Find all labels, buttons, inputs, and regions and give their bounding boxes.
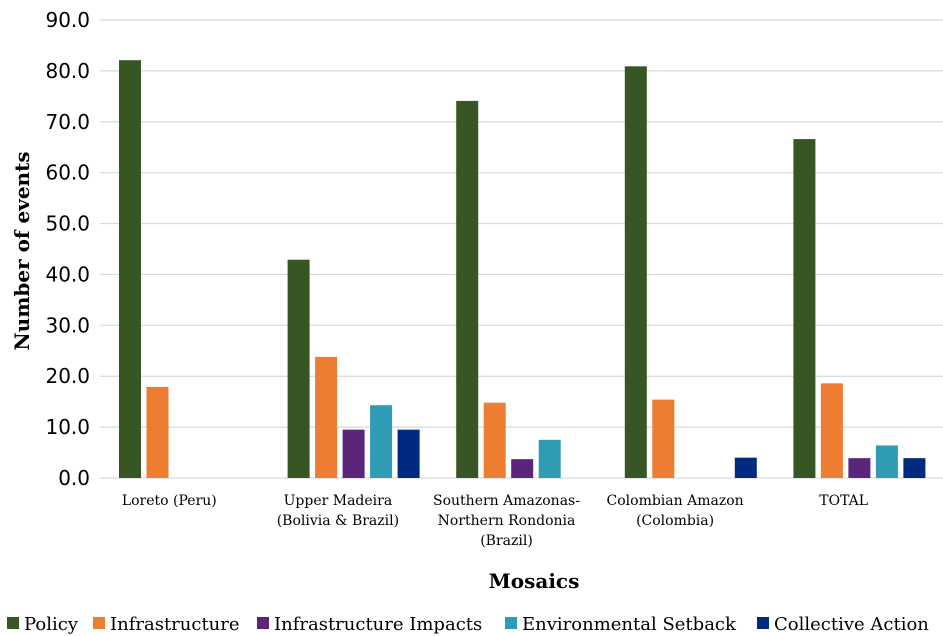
x-category-label: Southern Amazonas-: [433, 493, 580, 509]
bar-policy: [287, 259, 310, 478]
legend-swatch: [257, 617, 269, 629]
x-category-labels: Loreto (Peru) Upper Madeira (Bolivia & Bra…: [122, 493, 868, 549]
x-category-label: Loreto (Peru): [122, 493, 217, 509]
x-axis-title: Mosaics: [489, 569, 580, 593]
x-category-label: TOTAL: [819, 493, 868, 509]
bar-policy: [793, 139, 816, 478]
legend-label: Infrastructure Impacts: [274, 614, 482, 635]
bar-environmental-setback: [370, 405, 393, 478]
legend-swatch: [93, 617, 105, 629]
bar-environmental-setback: [875, 445, 898, 478]
bar-infrastructure: [652, 399, 675, 478]
y-axis-title: Number of events: [10, 151, 34, 350]
legend-label: Policy: [24, 614, 79, 635]
legend-label: Environmental Setback: [522, 614, 737, 635]
bar-infrastructure: [146, 386, 169, 478]
y-tick-label: 60.0: [45, 161, 90, 185]
legend-swatch: [7, 617, 19, 629]
y-tick-label: 10.0: [45, 415, 90, 439]
bar-collective-action: [734, 457, 757, 478]
legend-label: Collective Action: [774, 614, 929, 635]
bars: [119, 60, 926, 479]
bar-policy: [456, 100, 479, 478]
x-category-label: (Colombia): [636, 513, 714, 529]
y-tick-label: 40.0: [45, 262, 90, 286]
x-category-label: (Bolivia & Brazil): [277, 513, 399, 529]
bar-infrastructure-impacts: [342, 429, 365, 478]
y-tick-label: 70.0: [45, 110, 90, 134]
bar-environmental-setback: [538, 439, 561, 478]
bar-policy: [624, 66, 647, 478]
y-tick-label: 30.0: [45, 313, 90, 337]
bar-infrastructure: [820, 383, 843, 478]
x-category-label: Colombian Amazon: [607, 493, 744, 509]
y-tick-label: 20.0: [45, 364, 90, 388]
bar-infrastructure: [315, 356, 338, 478]
legend-swatch: [505, 617, 517, 629]
x-category-label: Upper Madeira: [284, 493, 393, 509]
bar-infrastructure-impacts: [848, 458, 871, 478]
legend-swatch: [757, 617, 769, 629]
legend: Policy Infrastructure Infrastructure Impac…: [7, 614, 929, 635]
bar-policy: [119, 60, 141, 479]
y-tick-label: 90.0: [45, 8, 90, 32]
y-tick-label: 0.0: [58, 466, 90, 490]
bar-collective-action: [903, 458, 926, 478]
bar-collective-action: [397, 429, 420, 478]
y-tick-label: 50.0: [45, 212, 90, 236]
legend-label: Infrastructure: [110, 614, 240, 635]
y-tick-labels: 0.0 10.0 20.0 30.0 40.0 50.0 60.0 70.0 80.0 90.0: [45, 8, 90, 490]
x-category-label: Northern Rondonia: [438, 513, 576, 529]
x-category-label: (Brazil): [480, 533, 533, 549]
y-tick-label: 80.0: [45, 59, 90, 83]
gridlines: [100, 19, 943, 479]
bar-infrastructure: [483, 402, 506, 478]
bar-infrastructure-impacts: [511, 459, 534, 478]
